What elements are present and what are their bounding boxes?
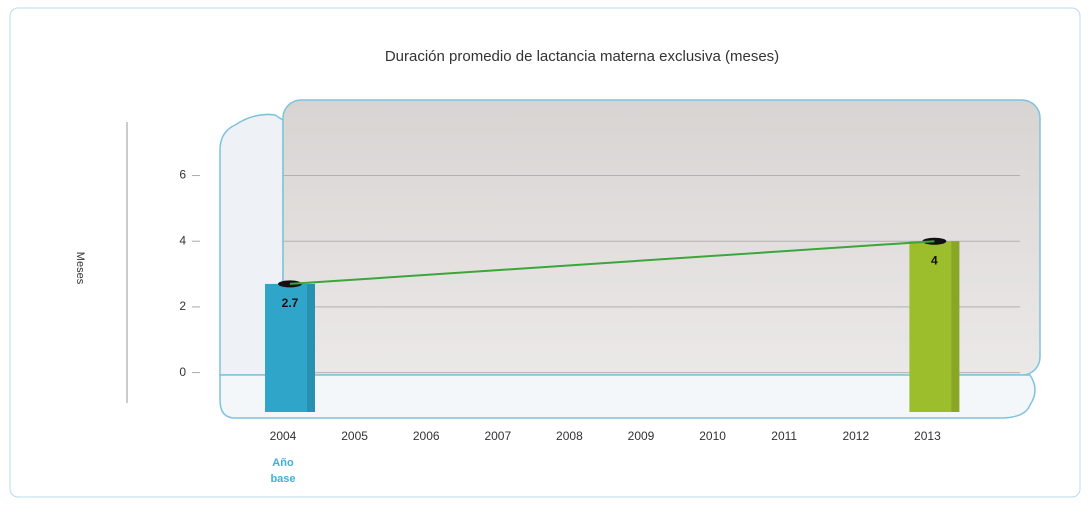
bar — [265, 283, 315, 412]
y-tick-label: 6 — [179, 168, 186, 182]
x-tick-label: 2005 — [341, 429, 368, 443]
x-tick-label: 2009 — [628, 429, 655, 443]
data-label: 4 — [931, 253, 938, 267]
bar — [909, 241, 960, 412]
x-tick-label: 2012 — [842, 429, 869, 443]
bar-side — [307, 283, 315, 412]
bar-side — [951, 241, 960, 412]
floor — [219, 374, 1036, 419]
trend-line — [289, 240, 935, 285]
data-label: 2.7 — [282, 296, 299, 310]
y-tick-label: 4 — [179, 233, 186, 247]
chart-title: Duración promedio de lactancia materna e… — [385, 48, 779, 65]
base-label: Año base — [270, 457, 295, 485]
y-tick-label: 0 — [179, 365, 186, 379]
x-tick-label: 2011 — [771, 429, 797, 443]
x-tick-label: 2007 — [484, 429, 511, 443]
x-tick-label: 2013 — [914, 429, 941, 443]
x-tick-label: 2004 — [270, 429, 297, 443]
x-tick-label: 2006 — [413, 429, 440, 443]
y-tick-label: 2 — [179, 299, 186, 313]
y-axis-label: Meses — [74, 252, 86, 285]
x-tick-label: 2010 — [699, 429, 726, 443]
x-tick-label: 2008 — [556, 429, 583, 443]
